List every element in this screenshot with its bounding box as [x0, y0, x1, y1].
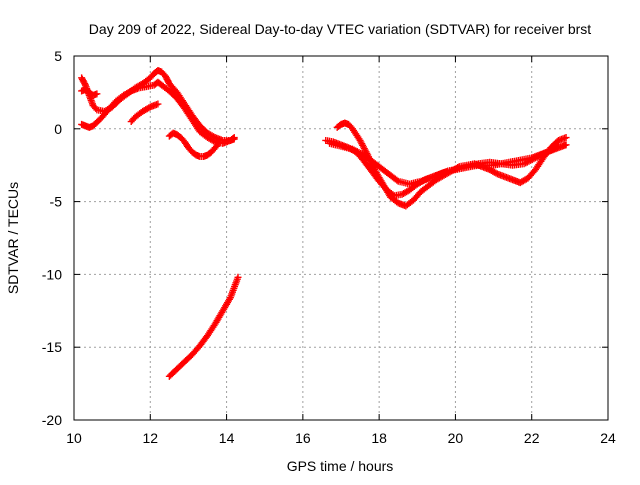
x-tick-label: 10 — [66, 430, 82, 446]
data-point — [562, 141, 570, 149]
x-tick-label: 22 — [524, 430, 540, 446]
data-series — [78, 67, 570, 380]
data-point — [154, 100, 162, 108]
y-tick-label: -10 — [42, 266, 62, 282]
x-tick-label: 12 — [142, 430, 158, 446]
data-point — [229, 135, 237, 143]
y-tick-label: 0 — [54, 121, 62, 137]
x-tick-label: 18 — [371, 430, 387, 446]
data-point — [554, 142, 562, 150]
data-point — [562, 134, 570, 142]
data-point — [81, 80, 89, 88]
data-point — [230, 134, 238, 142]
x-axis-label: GPS time / hours — [287, 458, 394, 474]
data-point — [214, 141, 222, 149]
x-tick-label: 20 — [448, 430, 464, 446]
grid — [74, 56, 608, 420]
data-point — [145, 104, 153, 112]
series-arc-c — [78, 85, 101, 99]
series-arc-e — [165, 129, 223, 160]
axis-ticks: 10 12 14 16 18 20 22 24 5 0 -5 -10 -15 -20 — [42, 48, 616, 446]
plot-frame — [73, 55, 609, 421]
data-point — [215, 139, 223, 147]
data-point — [93, 90, 101, 98]
data-point — [126, 88, 134, 96]
series-arc-i — [326, 139, 562, 188]
data-point — [234, 273, 242, 281]
series-arc-f — [165, 273, 242, 380]
data-point — [492, 169, 500, 177]
x-tick-label: 24 — [600, 430, 616, 446]
x-tick-label: 14 — [219, 430, 235, 446]
y-tick-label: -5 — [50, 194, 63, 210]
data-point — [393, 176, 401, 184]
x-tick-label: 16 — [295, 430, 311, 446]
y-tick-label: 5 — [54, 48, 62, 64]
y-tick-label: -20 — [42, 412, 62, 428]
data-point — [210, 137, 218, 145]
y-axis-label: SDTVAR / TECUs — [5, 182, 21, 294]
series-arc-d — [127, 100, 162, 126]
y-tick-label: -15 — [42, 339, 62, 355]
chart-title: Day 209 of 2022, Sidereal Day-to-day VTE… — [89, 21, 591, 37]
